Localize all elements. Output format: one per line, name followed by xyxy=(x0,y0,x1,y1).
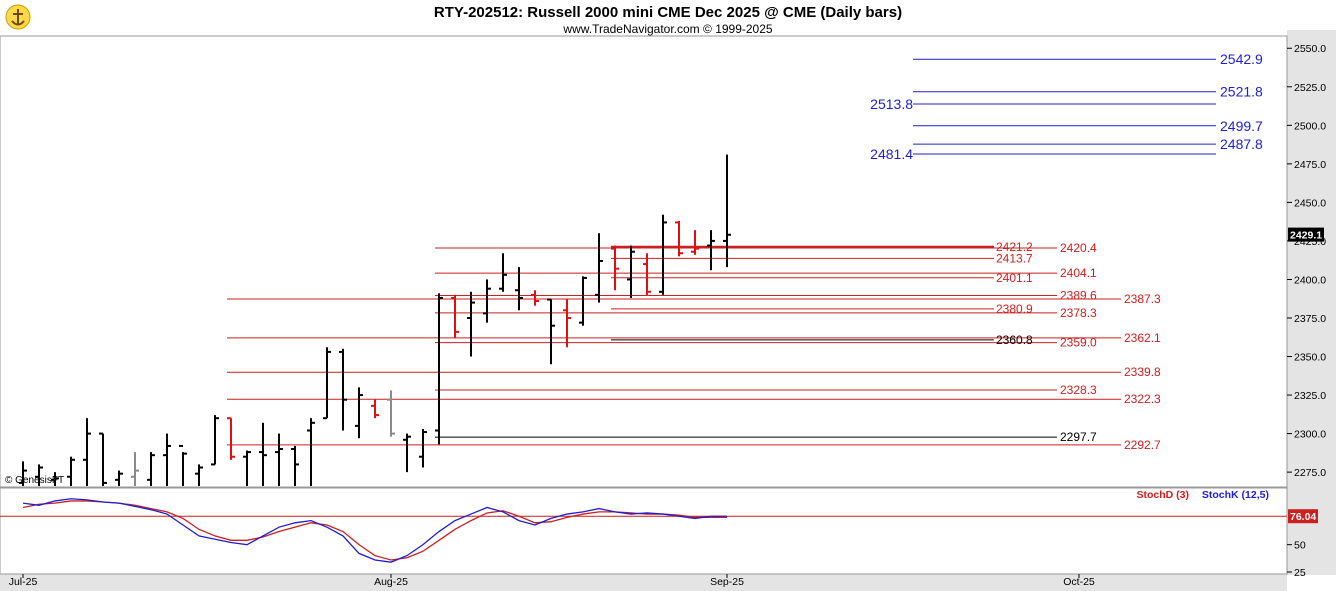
stoch-k-legend: StochK (12,5) xyxy=(1202,489,1269,501)
date-tick-label: Sep-25 xyxy=(710,576,744,588)
price-tick-label: 2325.0 xyxy=(1294,390,1326,402)
date-axis-background xyxy=(0,574,1287,591)
stoch-tick-label: 25 xyxy=(1294,567,1306,579)
price-tick-label: 2375.0 xyxy=(1294,313,1326,325)
date-tick-label: Oct-25 xyxy=(1063,576,1095,588)
blue-level-label: 2513.8 xyxy=(870,96,913,112)
blue-level-label: 2481.4 xyxy=(870,146,913,162)
red-level-label: 2359.0 xyxy=(1060,336,1097,350)
red-level-label: 2292.7 xyxy=(1124,438,1161,452)
blue-level-label: 2521.8 xyxy=(1220,84,1263,100)
date-axis: Jul-25 Aug-25 Sep-25 Oct-25 xyxy=(9,574,1095,588)
price-axis-background xyxy=(1287,30,1336,575)
stochastic-lines xyxy=(0,498,1287,563)
price-tick-label: 2475.0 xyxy=(1294,159,1326,171)
stoch-last-tag xyxy=(1288,509,1318,524)
red-level-label: 2404.1 xyxy=(1060,266,1097,280)
price-tick-label: 2500.0 xyxy=(1294,120,1326,132)
black-level-label: 2297.7 xyxy=(1060,430,1097,444)
stochastic-panel xyxy=(0,487,1288,575)
stoch-k-line xyxy=(22,498,727,563)
ohlc-bars xyxy=(19,154,731,486)
red-level-label: 2328.3 xyxy=(1060,383,1097,397)
price-axis: 2275.02300.02325.02350.02375.02400.02425… xyxy=(1287,43,1326,579)
chart-title: RTY-202512: Russell 2000 mini CME Dec 20… xyxy=(434,4,902,21)
stoch-tick-label: 50 xyxy=(1294,540,1306,552)
stoch-last-label: 76.04 xyxy=(1290,511,1316,523)
red-level-label: 2362.1 xyxy=(1124,331,1161,345)
price-tick-label: 2450.0 xyxy=(1294,197,1326,209)
anchor-logo-icon xyxy=(5,4,31,30)
price-tick-label: 2350.0 xyxy=(1294,352,1326,364)
price-tick-label: 2550.0 xyxy=(1294,43,1326,55)
blue-level-label: 2499.7 xyxy=(1220,118,1263,134)
price-tick-label: 2300.0 xyxy=(1294,429,1326,441)
red-level-label: 2413.7 xyxy=(996,251,1033,265)
red-level-label: 2421.2 xyxy=(996,240,1033,254)
last-price-tag xyxy=(1288,227,1324,242)
red-level-label: 2387.3 xyxy=(1124,292,1161,306)
red-level-label: 2420.4 xyxy=(1060,241,1097,255)
red-level-label: 2339.8 xyxy=(1124,365,1161,379)
watermark: © GenesisFT xyxy=(5,475,64,486)
price-tick-label: 2275.0 xyxy=(1294,467,1326,479)
red-level-label: 2401.1 xyxy=(996,271,1033,285)
red-level-label: 2380.9 xyxy=(996,302,1033,316)
date-tick-label: Aug-25 xyxy=(374,576,408,588)
red-level-label: 2378.3 xyxy=(1060,306,1097,320)
red-level-label: 2322.3 xyxy=(1124,392,1161,406)
level-labels: 2542.9 2521.8 2513.8 2499.7 2487.8 2481.4 2421… xyxy=(870,51,1263,452)
price-tick-label: 2400.0 xyxy=(1294,274,1326,286)
red-level-label: 2389.6 xyxy=(1060,288,1097,302)
last-price-label: 2429.1 xyxy=(1290,230,1322,242)
date-tick-label: Jul-25 xyxy=(9,576,38,588)
blue-level-label: 2542.9 xyxy=(1220,51,1263,67)
level-lines xyxy=(227,58,1216,446)
price-tick-label: 2525.0 xyxy=(1294,82,1326,94)
stoch-d-legend: StochD (3) xyxy=(1137,489,1190,501)
stoch-d-line xyxy=(22,500,727,561)
chart-subtitle: www.TradeNavigator.com © 1999-2025 xyxy=(562,22,772,36)
blue-level-label: 2487.8 xyxy=(1220,136,1263,152)
black-level-label: 2360.8 xyxy=(996,333,1033,347)
